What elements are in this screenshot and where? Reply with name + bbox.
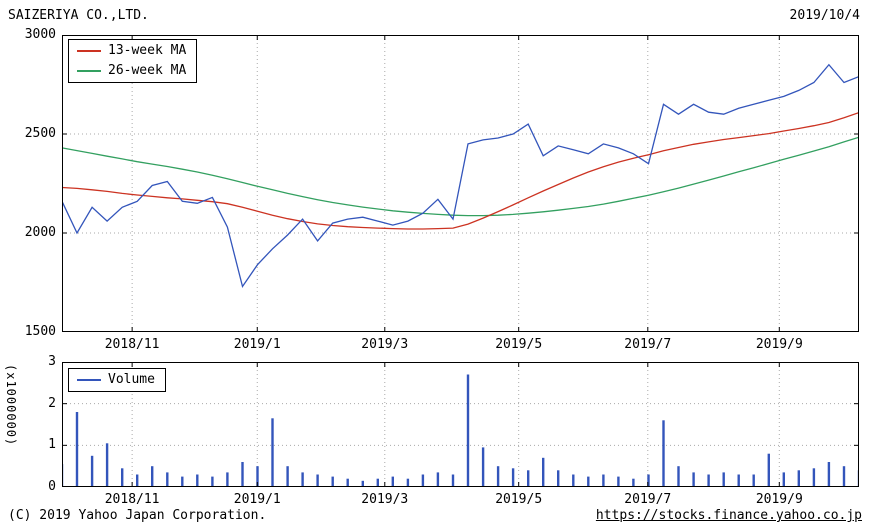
volume-x-tick-label: 2019/3 bbox=[361, 492, 409, 507]
ma26-legend-label: 26-week MA bbox=[108, 63, 187, 78]
ma13-legend-label: 13-week MA bbox=[108, 43, 187, 58]
price-y-tick-label: 1500 bbox=[24, 324, 56, 339]
price-x-tick-label: 2019/3 bbox=[361, 337, 409, 352]
price-y-tick-label: 2500 bbox=[24, 126, 56, 141]
legend-entry-26-week-ma: 26-week MA bbox=[77, 64, 186, 78]
source-url-link[interactable]: https://stocks.finance.yahoo.co.jp bbox=[595, 508, 862, 523]
volume-x-tick-label: 2018/11 bbox=[104, 492, 160, 507]
price-x-tick-label: 2019/5 bbox=[495, 337, 543, 352]
volume-legend-label: Volume bbox=[108, 372, 155, 387]
volume-x-tick-label: 2019/9 bbox=[755, 492, 803, 507]
legend-entry-volume: Volume bbox=[77, 373, 155, 387]
price-x-tick-label: 2018/11 bbox=[104, 337, 160, 352]
volume-y-tick-label: 3 bbox=[48, 354, 56, 369]
volume-x-tick-label: 2019/1 bbox=[233, 492, 281, 507]
volume-chart-plot bbox=[62, 362, 859, 487]
volume-x-tick-label: 2019/5 bbox=[495, 492, 543, 507]
volume-x-tick-label: 2019/7 bbox=[624, 492, 672, 507]
ma26-line-swatch bbox=[77, 70, 101, 72]
price-x-tick-label: 2019/1 bbox=[233, 337, 281, 352]
page-title: SAIZERIYA CO.,LTD. bbox=[8, 8, 149, 23]
volume-y-tick-label: 0 bbox=[48, 479, 56, 494]
price-x-tick-label: 2019/9 bbox=[755, 337, 803, 352]
price-y-tick-label: 3000 bbox=[24, 27, 56, 42]
volume-y-tick-label: 2 bbox=[48, 395, 56, 411]
price-y-tick-label: 2000 bbox=[24, 225, 56, 240]
price-chart-plot bbox=[62, 35, 859, 332]
chart-date: 2019/10/4 bbox=[789, 8, 860, 23]
volume-legend: Volume bbox=[68, 368, 166, 392]
volume-axis-unit-label: (x1000000) bbox=[4, 364, 18, 447]
copyright-text: (C) 2019 Yahoo Japan Corporation. bbox=[8, 508, 267, 523]
ma13-line-swatch bbox=[77, 50, 101, 52]
legend-entry-13-week-ma: 13-week MA bbox=[77, 44, 186, 58]
volume-bar-swatch bbox=[77, 379, 101, 381]
price-x-tick-label: 2019/7 bbox=[624, 337, 672, 352]
price-legend: 13-week MA 26-week MA bbox=[68, 39, 198, 83]
volume-y-tick-label: 1 bbox=[48, 437, 56, 453]
